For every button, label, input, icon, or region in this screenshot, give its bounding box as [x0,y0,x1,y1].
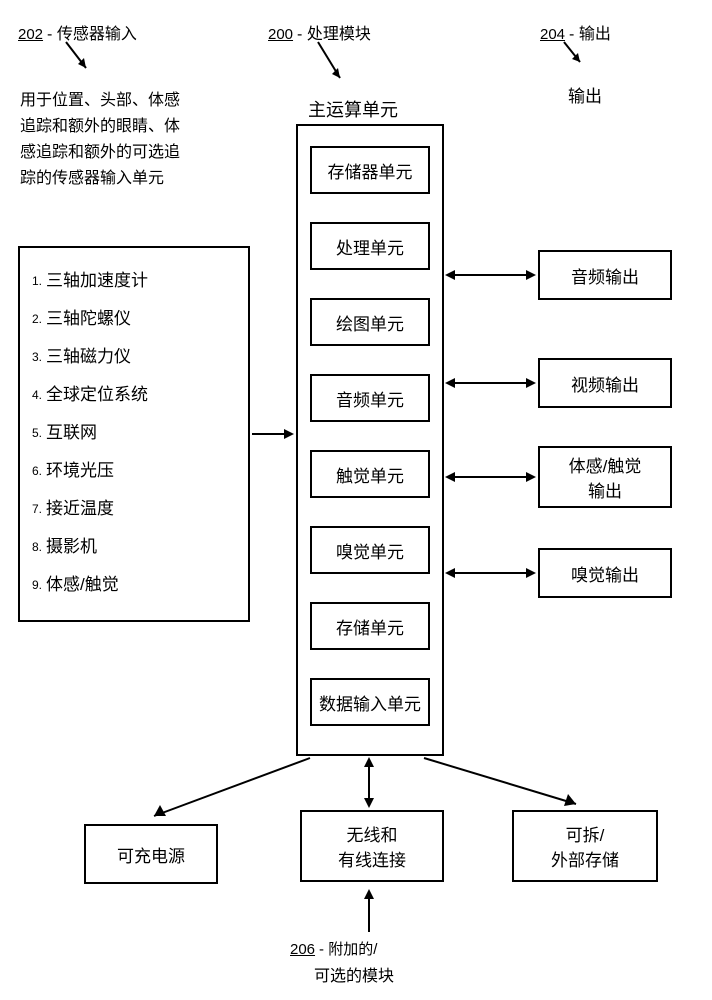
ref-sensor-text: 传感器输入 [57,26,137,43]
arrow-audio-r [526,270,536,280]
output-smell: 嗅觉输出 [538,548,672,598]
output-haptic: 体感/触觉 输出 [538,446,672,508]
ref-sensor: 202- 传感器输入 [18,20,137,44]
sensor-item: 4.全球定位系统 [32,376,238,414]
ref-additional: 206- 附加的/ [290,938,377,959]
ref-additional-num: 206 [290,941,315,958]
unit-storage: 存储单元 [310,602,430,650]
unit-haptic: 触觉单元 [310,450,430,498]
arrow-smell-r [526,568,536,578]
unit-memory: 存储器单元 [310,146,430,194]
ref-processing: 200- 处理模块 [268,20,371,44]
module-power: 可充电源 [84,824,218,884]
sensor-item: 6.环境光压 [32,452,238,490]
ref-output-text: 输出 [579,26,611,43]
unit-audio: 音频单元 [310,374,430,422]
arrow-video-line [454,382,528,384]
output-audio: 音频输出 [538,250,672,300]
unit-smell: 嗅觉单元 [310,526,430,574]
ref-processing-text: 处理模块 [307,26,371,43]
sensor-desc: 用于位置、头部、体感追踪和额外的眼睛、体感追踪和额外的可选追踪的传感器输入单元 [20,88,190,192]
main-unit-title: 主运算单元 [308,96,398,122]
output-video: 视频输出 [538,358,672,408]
arrow-sensor-to-main [252,433,286,435]
unit-processing: 处理单元 [310,222,430,270]
unit-data-input: 数据输入单元 [310,678,430,726]
arrow-audio-l [445,270,455,280]
sensor-item: 2.三轴陀螺仪 [32,300,238,338]
unit-drawing: 绘图单元 [310,298,430,346]
ref-sensor-num: 202 [18,26,43,43]
arrow-sensor-to-main-head [284,429,294,439]
arrow-processing-down [308,42,348,88]
sensor-item: 1.三轴加速度计 [32,262,238,300]
main-unit-column [296,124,444,756]
ref-processing-num: 200 [268,26,293,43]
module-connection: 无线和 有线连接 [300,810,444,882]
arrow-output-down [556,42,596,72]
arrow-video-r [526,378,536,388]
arrow-smell-line [454,572,528,574]
arrow-connection-up [364,757,374,767]
sensor-item: 3.三轴磁力仪 [32,338,238,376]
arrow-audio-line [454,274,528,276]
sensor-item: 5.互联网 [32,414,238,452]
arrow-to-power [140,758,320,828]
ref-output-num: 204 [540,26,565,43]
arrow-connection-line [368,766,370,800]
module-storage: 可拆/ 外部存储 [512,810,658,882]
sensor-item: 9.体感/触觉 [32,566,238,604]
arrow-206-line [368,898,370,932]
arrow-haptic-line [454,476,528,478]
arrow-sensor-down [58,42,98,78]
sensor-item: 7.接近温度 [32,490,238,528]
sensor-item: 8.摄影机 [32,528,238,566]
ref-output: 204- 输出 [540,20,611,44]
sensor-list-box: 1.三轴加速度计 2.三轴陀螺仪 3.三轴磁力仪 4.全球定位系统 5.互联网 … [18,246,250,622]
output-title: 输出 [568,82,602,107]
arrow-to-storage [420,758,600,814]
ref-additional-text: 附加的/ [328,941,377,958]
arrow-haptic-l [445,472,455,482]
arrow-haptic-r [526,472,536,482]
optional-modules: 可选的模块 [314,962,394,986]
arrow-connection-down [364,798,374,808]
arrow-206-head [364,889,374,899]
arrow-smell-l [445,568,455,578]
arrow-video-l [445,378,455,388]
